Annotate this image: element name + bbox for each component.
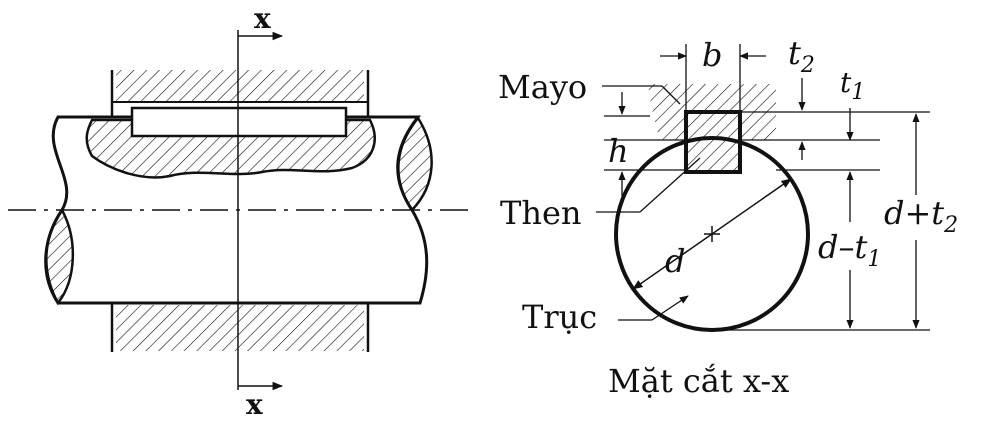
h-label: h	[608, 132, 629, 170]
shaft-break-right-hatch	[397, 115, 433, 212]
key-longitudinal	[130, 106, 348, 138]
b-label: b	[702, 36, 722, 74]
hub-bottom-hatch	[116, 305, 364, 351]
longitudinal-view: x x	[8, 2, 470, 421]
d-plus-t2-label: d+t2	[884, 194, 958, 238]
d-minus-t1-label: d–t1	[818, 228, 881, 272]
then-leader-2	[639, 157, 701, 213]
t1-label: t1	[840, 66, 865, 105]
truc-leader-arrow	[651, 295, 689, 321]
diameter-dim-line	[632, 178, 792, 290]
then-label: Then	[500, 194, 582, 232]
section-mark-top: x	[254, 2, 271, 35]
section-mark-bottom: x	[246, 388, 263, 421]
cross-section-view: d b t2 t1 d–t1 d+t2 h	[498, 34, 958, 400]
mayo-label: Mayo	[498, 68, 587, 106]
truc-label: Trục	[522, 298, 597, 336]
diameter-label: d	[665, 242, 685, 280]
hub-top-hatch	[116, 70, 364, 102]
mayo-leader-2	[661, 85, 681, 105]
t2-label: t2	[788, 34, 815, 78]
caption: Mặt cắt x-x	[608, 362, 789, 400]
shaft-break-left-hatch	[45, 207, 75, 306]
